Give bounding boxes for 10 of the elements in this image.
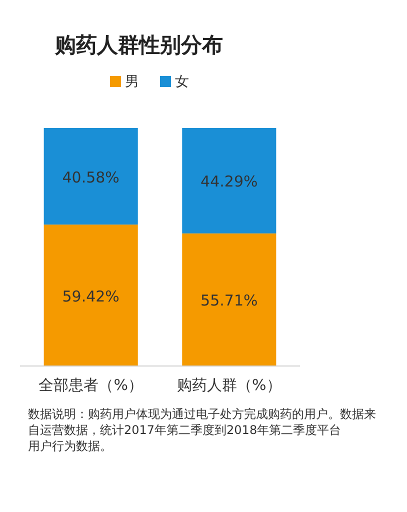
x-tick-label: 购药人群（%） — [177, 376, 282, 394]
legend-label: 女 — [175, 74, 189, 90]
legend-label: 男 — [125, 74, 139, 90]
x-tick-label: 全部患者（%） — [38, 376, 143, 394]
data-label: 55.71% — [200, 292, 258, 310]
data-label: 44.29% — [200, 172, 258, 191]
data-label: 59.42% — [62, 287, 120, 306]
data-label: 40.58% — [62, 168, 120, 186]
text: 数据说明：购药用户体现为通过电子处方完成购药的用户。数据来自运营数据，统计2017年第二季度到2018年第二季度平台用户行为数据。 — [28, 407, 376, 453]
chart-title: 购药人群性别分布 — [54, 33, 223, 57]
